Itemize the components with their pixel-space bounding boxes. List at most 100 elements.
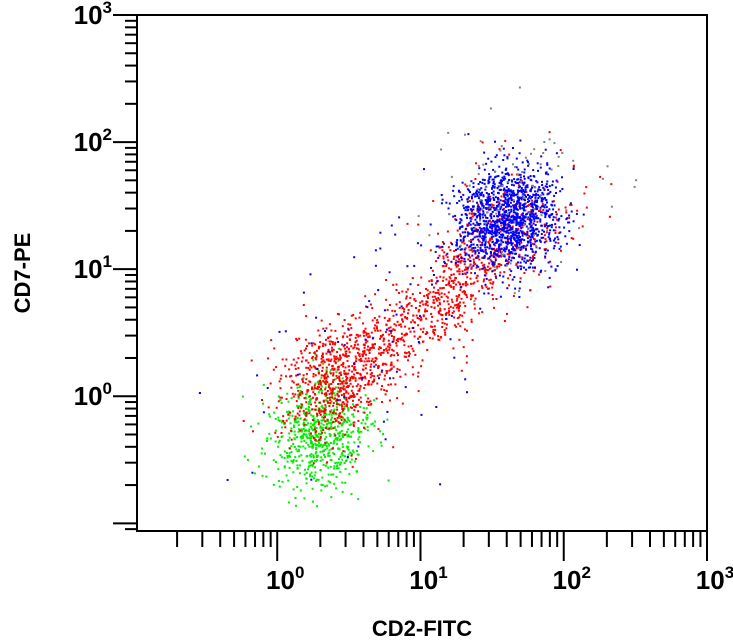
data-point [297, 407, 300, 409]
data-point [373, 375, 376, 378]
data-point [466, 296, 469, 299]
data-point [338, 448, 341, 451]
data-point [287, 412, 290, 415]
data-point [447, 296, 449, 299]
data-point [551, 204, 553, 207]
data-point [414, 353, 417, 356]
data-point [462, 204, 465, 207]
data-point [329, 426, 332, 429]
data-point [477, 183, 480, 185]
data-point [313, 423, 315, 426]
data-point [310, 464, 312, 467]
data-point [470, 232, 473, 235]
data-point [472, 200, 475, 203]
data-point [524, 254, 527, 257]
data-point [404, 325, 406, 328]
data-point [371, 357, 374, 360]
data-point [311, 487, 314, 490]
data-point [383, 378, 386, 381]
data-point [522, 245, 525, 247]
data-point [320, 422, 323, 425]
data-point [523, 272, 526, 274]
data-point [510, 228, 512, 231]
data-point [458, 338, 461, 341]
data-point [314, 357, 317, 360]
data-point [484, 246, 487, 249]
data-point [343, 405, 346, 408]
data-point [522, 209, 525, 212]
data-point [530, 243, 532, 246]
data-point [471, 210, 473, 213]
data-point [488, 208, 490, 211]
data-point [504, 202, 507, 205]
data-point [377, 321, 379, 324]
data-point [469, 220, 472, 223]
data-point [378, 315, 381, 318]
data-point [484, 188, 487, 191]
data-point [323, 381, 326, 384]
data-point [470, 320, 473, 323]
data-point [487, 182, 490, 185]
data-point [518, 216, 521, 219]
data-point [489, 230, 492, 233]
data-point [296, 412, 299, 415]
data-point [287, 400, 290, 403]
data-point [322, 400, 325, 403]
data-point [401, 336, 404, 339]
data-point [518, 253, 521, 256]
data-point [310, 453, 313, 456]
data-point [467, 206, 470, 209]
data-point [521, 222, 524, 225]
data-point [425, 331, 428, 334]
data-point [484, 232, 487, 235]
data-point [352, 424, 355, 427]
data-point [377, 428, 380, 431]
data-point [425, 294, 428, 297]
data-point [426, 304, 429, 307]
data-point [559, 245, 562, 248]
data-point [309, 425, 312, 428]
data-point [492, 254, 495, 257]
data-point [439, 287, 442, 290]
data-point [281, 358, 284, 361]
data-point [558, 226, 561, 229]
data-point [497, 201, 500, 204]
data-point [329, 465, 332, 468]
data-point [325, 393, 328, 396]
data-point [329, 360, 332, 363]
data-point [544, 185, 547, 188]
data-point [460, 248, 463, 251]
data-point [260, 452, 263, 455]
data-point [458, 273, 461, 276]
data-point [324, 330, 326, 332]
data-point [533, 253, 536, 256]
data-point [558, 232, 561, 235]
data-point [324, 386, 327, 389]
data-point [484, 248, 487, 251]
data-point [553, 194, 556, 197]
data-point [325, 369, 328, 371]
data-point [357, 398, 360, 401]
data-point [368, 300, 371, 303]
data-point [295, 504, 297, 507]
data-point [552, 218, 555, 221]
data-point [516, 265, 519, 268]
data-point [450, 280, 453, 282]
data-point [291, 392, 294, 395]
data-point [501, 236, 504, 239]
data-point [305, 419, 308, 422]
data-point [540, 200, 543, 203]
data-point [534, 232, 537, 235]
data-point [489, 239, 492, 242]
data-point [516, 221, 519, 224]
data-point [519, 277, 522, 280]
data-point [327, 473, 330, 476]
data-point [342, 407, 345, 410]
data-point [301, 391, 304, 393]
data-point [461, 241, 464, 244]
data-point [348, 334, 351, 337]
data-point [466, 200, 469, 203]
data-point [299, 350, 302, 353]
data-point [336, 461, 339, 464]
data-point [430, 320, 433, 323]
